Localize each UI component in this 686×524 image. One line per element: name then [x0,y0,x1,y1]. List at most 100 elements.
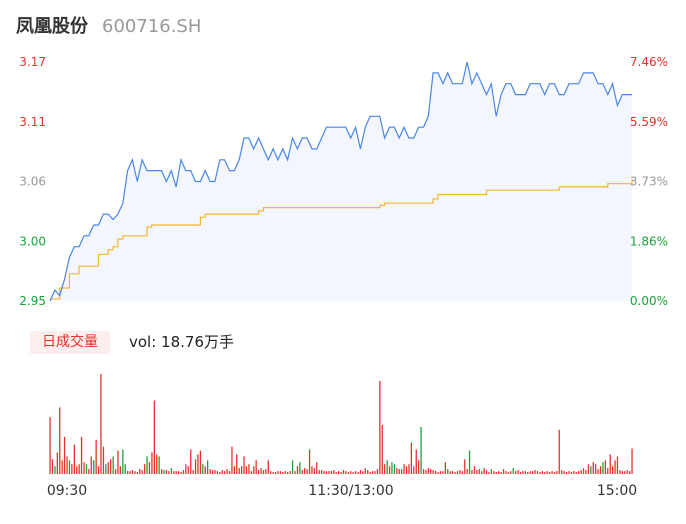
volume-bar [163,470,165,474]
volume-bar [437,472,439,474]
volume-bar [464,459,466,474]
volume-bar [100,374,102,474]
volume-bar [291,460,294,474]
volume-bar [97,466,100,474]
volume-bar [194,459,197,474]
volume-bar [500,472,502,474]
volume-bar [522,471,524,474]
volume-bar [561,470,563,474]
volume-bar [607,468,609,474]
volume-bar [481,471,483,474]
volume-bar [473,466,476,474]
volume-bar [352,472,354,474]
volume-bar [59,407,61,474]
price-tick-label: 2.95 [19,294,46,308]
volume-badge[interactable]: 日成交量 [30,331,110,354]
volume-bar [413,466,415,474]
volume-bar [214,470,216,474]
volume-bar [483,468,485,474]
volume-bar [439,471,442,474]
volume-bar [114,469,117,474]
volume-bar [216,471,218,474]
volume-bar [519,472,522,474]
volume-bar [308,449,311,474]
volume-bar [192,470,194,474]
volume-bar [490,469,492,474]
volume-bar [134,471,136,474]
price-area-fill [50,62,632,301]
volume-bar [323,471,325,474]
volume-bar [165,470,168,474]
volume-bar [88,469,90,474]
volume-bar [451,471,454,474]
volume-bar [325,471,328,474]
volume-bar [388,466,391,474]
volume-bar [539,472,541,474]
volume-bar [558,429,560,474]
volume-bar [253,466,255,474]
volume-bar [602,462,604,474]
time-tick-label: 09:30 [47,483,87,499]
volume-bar [595,464,597,474]
volume-bar [582,468,585,474]
volume-bar [76,466,78,474]
volume-bar [621,471,623,474]
volume-bar [243,456,245,474]
volume-bar [568,471,570,474]
volume-bar [338,471,340,474]
volume-bar [168,471,170,474]
volume-bar [187,466,189,474]
volume-bar [49,417,51,474]
volume-bar [524,471,526,474]
volume-bar [563,471,565,474]
volume-bar [408,464,410,474]
volume-bar [173,471,175,474]
volume-bar [468,450,471,474]
volume-bar [294,471,296,474]
volume-bar [592,462,594,474]
volume-bar [127,471,129,474]
volume-bar [144,464,146,474]
percent-tick-label: 0.00% [630,294,668,308]
volume-bar [238,468,240,474]
volume-bar [245,466,248,474]
volume-bar [546,471,548,474]
volume-bar [250,471,252,474]
volume-bar [612,466,614,474]
volume-bar [262,470,265,474]
volume-bar [570,472,573,474]
volume-bar [432,470,434,474]
volume-bars [49,374,633,474]
volume-bar [495,472,497,474]
price-line [49,61,632,302]
volume-bar [393,464,396,474]
volume-bar [447,469,449,474]
volume-bar [384,464,386,474]
price-tick-label: 3.11 [19,115,46,129]
average-price-line [50,179,633,300]
stock-name: 凤凰股份 [16,16,88,37]
volume-bar [330,471,332,474]
volume-bar [136,472,138,474]
volume-bar [284,471,286,474]
volume-bar [107,462,109,474]
volume-bar [527,472,529,474]
volume-bar [119,466,121,474]
volume-bar [573,471,575,474]
volume-bar [347,472,349,474]
volume-bar [359,470,362,474]
volume-bar [415,449,417,474]
volume-bar [282,472,284,474]
volume-bar [274,472,277,474]
volume-bar [454,472,456,474]
volume-bar [609,454,611,474]
volume-bar [170,468,172,474]
volume-bar [209,469,211,474]
volume-bar [279,471,282,474]
volume-bar [93,460,95,474]
volume-bar [396,468,398,474]
volume-bar [190,449,192,474]
percent-tick-label: 1.86% [630,234,668,248]
volume-bar [177,471,180,474]
volume-bar [548,472,551,474]
